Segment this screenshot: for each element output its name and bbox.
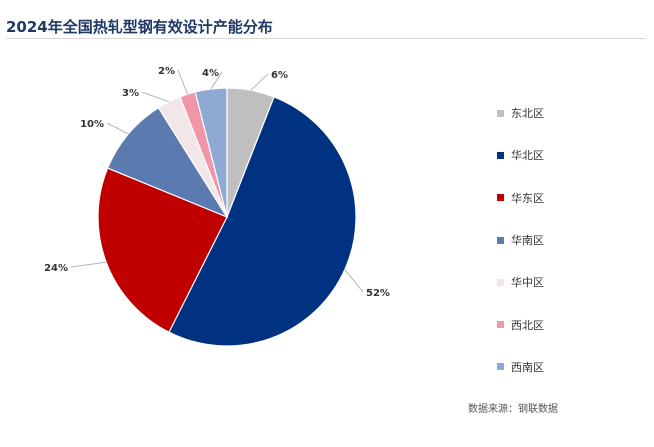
data-label-central: 3%: [122, 88, 139, 99]
data-label-north: 52%: [366, 288, 390, 299]
leader-line-northeast: [250, 73, 269, 91]
leader-line-north: [344, 269, 364, 293]
leader-line-southwest: [210, 71, 223, 90]
legend-label: 华北区: [511, 149, 544, 163]
legend-swatch: [497, 278, 504, 286]
title-divider: [6, 38, 646, 39]
data-label-south: 10%: [80, 119, 104, 130]
legend-label: 西北区: [511, 318, 544, 332]
legend-item-southwest: 西南区: [497, 346, 544, 388]
data-label-east: 24%: [44, 263, 68, 274]
legend-label: 东北区: [511, 107, 544, 121]
legend-swatch: [497, 109, 504, 117]
legend-swatch: [497, 151, 504, 159]
chart-legend: 东北区华北区华东区华南区华中区西北区西南区: [497, 92, 544, 388]
chart-title: 2024年全国热轧型钢有效设计产能分布: [6, 18, 273, 36]
legend-label: 华南区: [511, 234, 544, 248]
legend-item-northwest: 西北区: [497, 303, 544, 345]
legend-swatch: [497, 363, 504, 371]
pie-slice-north: [168, 96, 357, 347]
legend-label: 华东区: [511, 191, 544, 205]
legend-item-northeast: 东北区: [497, 92, 544, 134]
legend-swatch: [497, 194, 504, 202]
legend-item-south: 华南区: [497, 219, 544, 261]
legend-label: 华中区: [511, 276, 544, 290]
legend-item-central: 华中区: [497, 261, 544, 303]
legend-swatch: [497, 236, 504, 244]
legend-label: 西南区: [511, 360, 544, 374]
leader-line-east: [70, 261, 107, 268]
pie-slice-east: [97, 167, 228, 334]
legend-swatch: [497, 321, 504, 329]
pie-slice-south: [106, 106, 229, 219]
legend-item-east: 华东区: [497, 177, 544, 219]
data-source-note: 数据来源：钢联数据: [468, 404, 558, 415]
leader-line-northwest: [177, 69, 188, 95]
leader-line-central: [141, 91, 170, 103]
data-label-southwest: 4%: [202, 68, 219, 79]
legend-item-north: 华北区: [497, 134, 544, 176]
data-label-northeast: 6%: [271, 70, 288, 81]
leader-line-south: [106, 122, 129, 135]
data-label-northwest: 2%: [158, 66, 175, 77]
